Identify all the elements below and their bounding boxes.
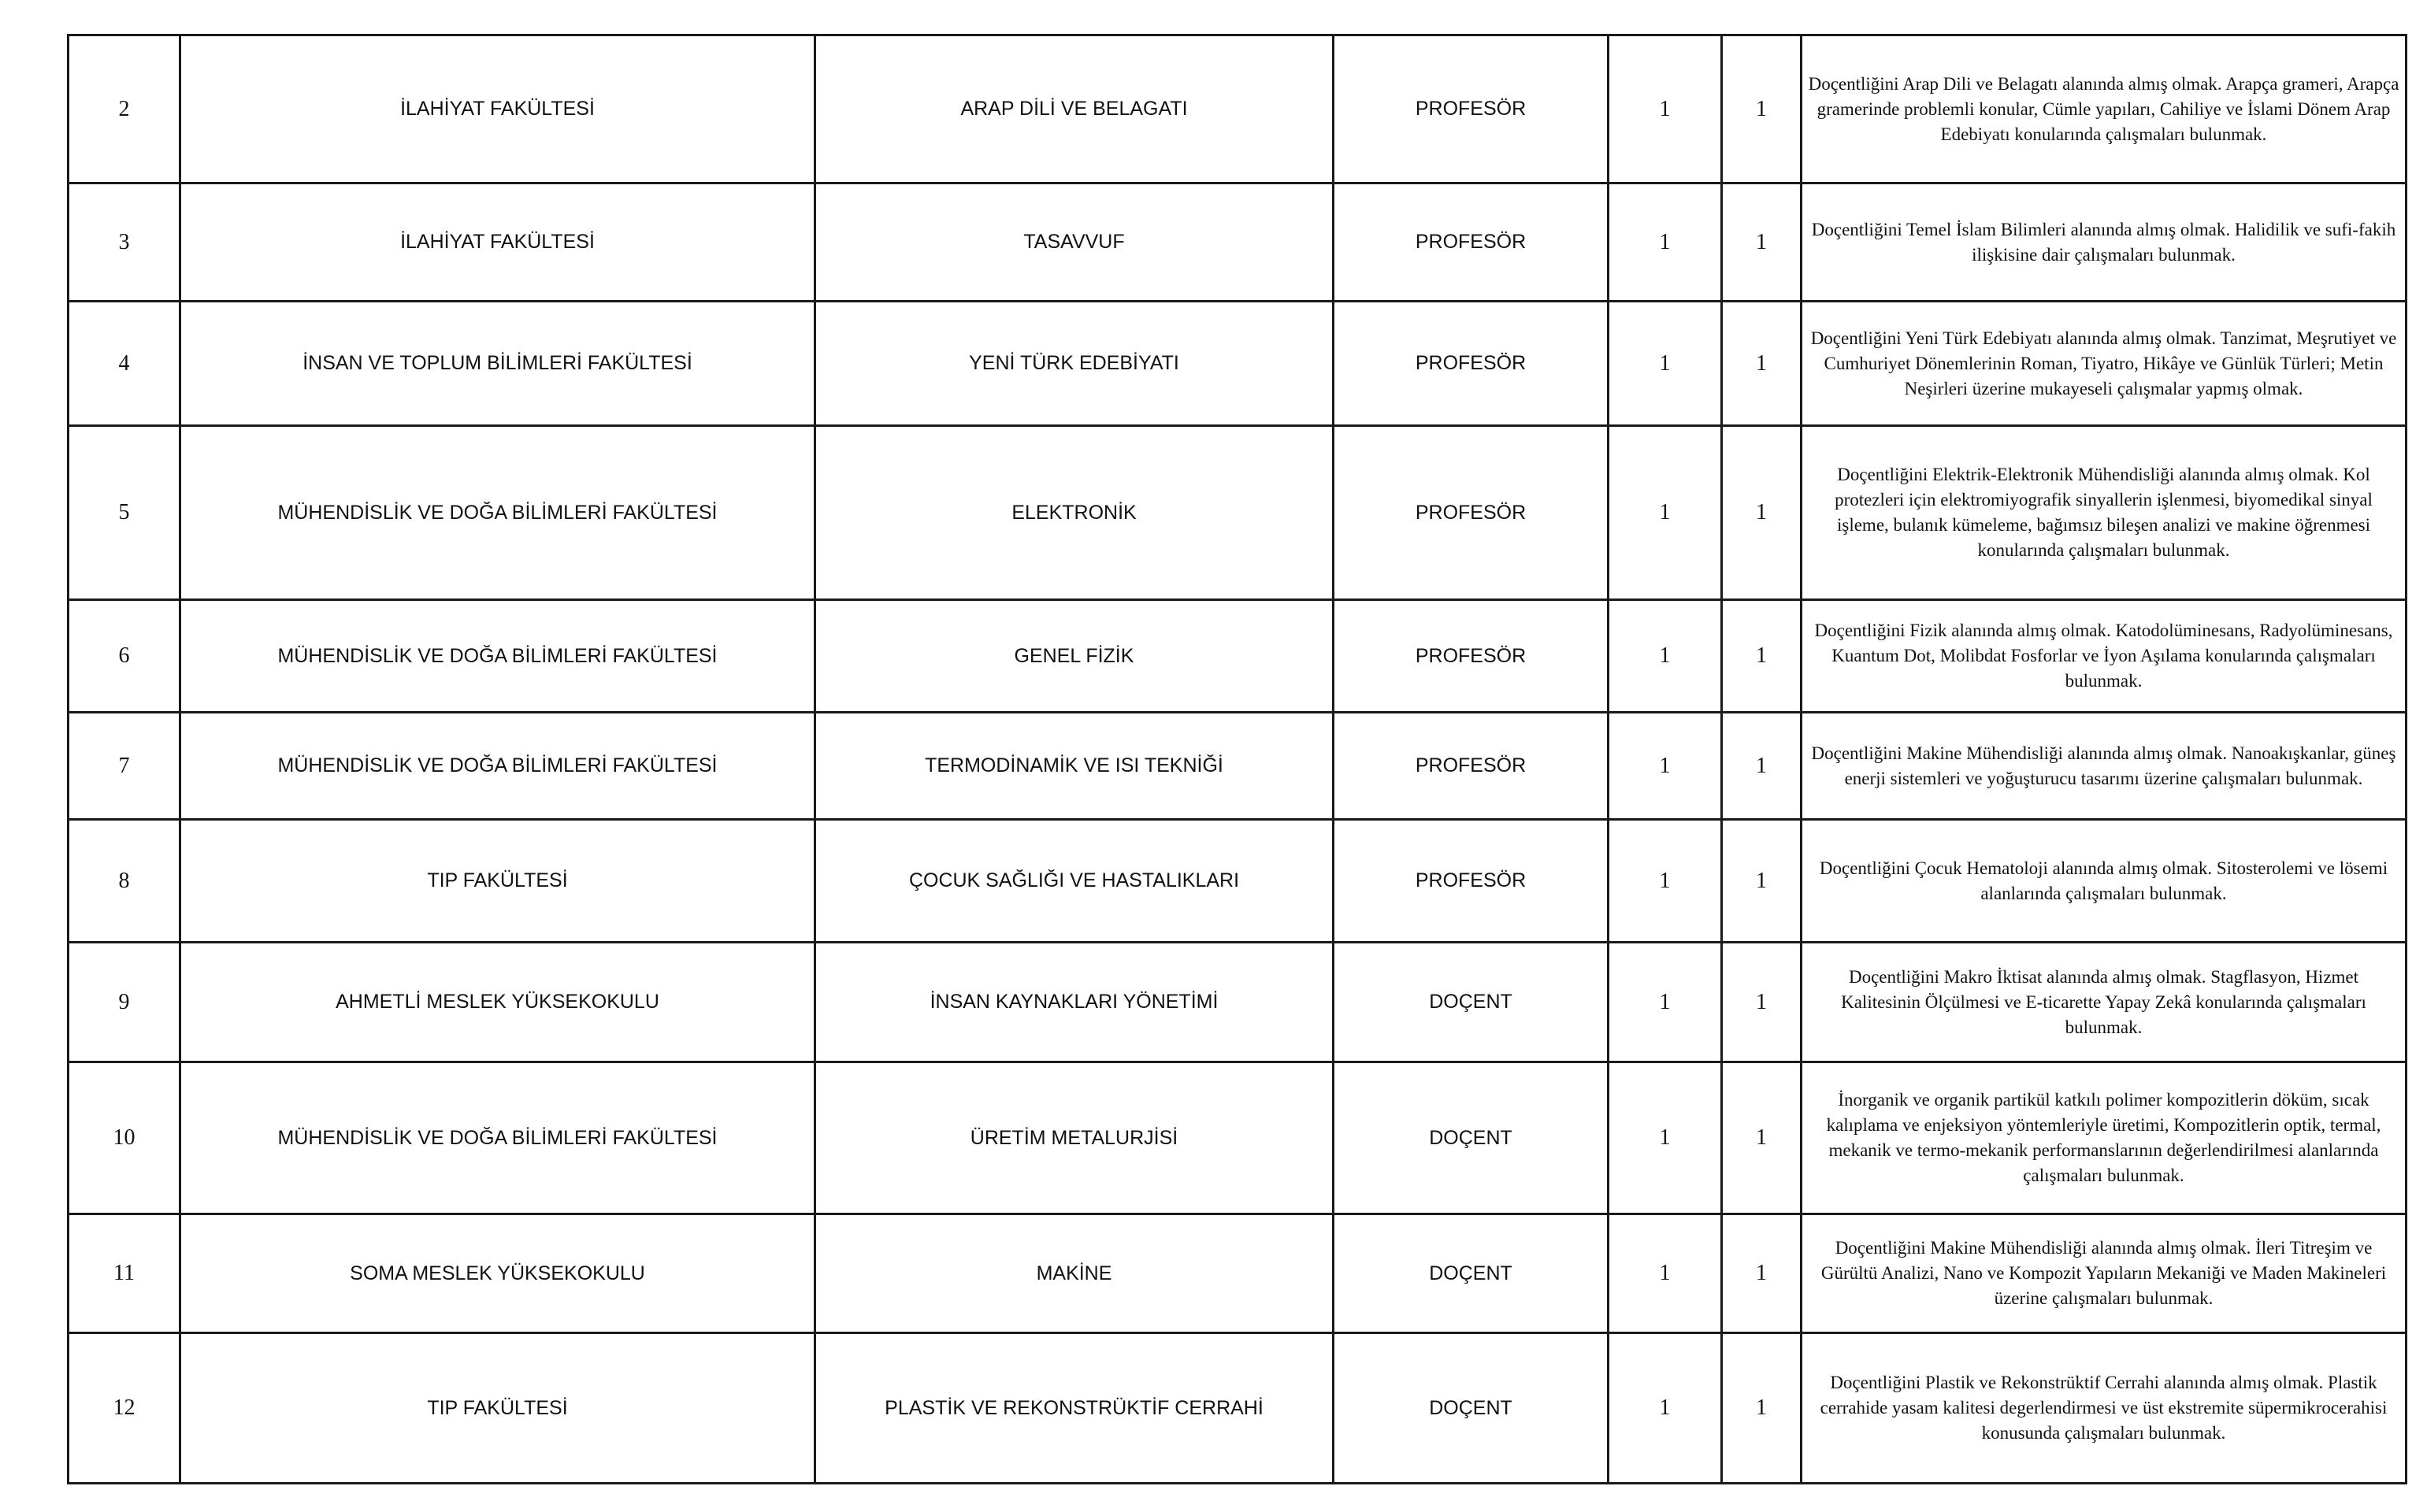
row-number: 9 — [67, 941, 181, 1063]
position-count: 1 — [1607, 1332, 1723, 1484]
position-count-2: 1 — [1720, 711, 1802, 821]
position-count: 1 — [1607, 711, 1723, 821]
table-row: 5 MÜHENDİSLİK VE DOĞA BİLİMLERİ FAKÜLTESİ… — [67, 424, 2407, 601]
faculty-name: MÜHENDİSLİK VE DOĞA BİLİMLERİ FAKÜLTESİ — [179, 424, 816, 601]
requirement-text: Doçentliğini Fizik alanında almış olmak.… — [1800, 598, 2407, 713]
position-count-2: 1 — [1720, 1213, 1802, 1334]
position-count: 1 — [1607, 598, 1723, 713]
academic-title: PROFESÖR — [1332, 34, 1609, 184]
position-count-2: 1 — [1720, 424, 1802, 601]
faculty-name: MÜHENDİSLİK VE DOĞA BİLİMLERİ FAKÜLTESİ — [179, 1061, 816, 1215]
requirement-text: Doçentliğini Plastik ve Rekonstrüktif Ce… — [1800, 1332, 2407, 1484]
department-name: ÜRETİM METALURJİSİ — [814, 1061, 1334, 1215]
requirement-text: Doçentliğini Makine Mühendisliği alanınd… — [1800, 711, 2407, 821]
row-number: 4 — [67, 300, 181, 427]
table-row: 9 AHMETLİ MESLEK YÜKSEKOKULU İNSAN KAYNAKL… — [67, 941, 2407, 1063]
position-count-2: 1 — [1720, 182, 1802, 302]
table-row: 12 TIP FAKÜLTESİ PLASTİK VE REKONSTRÜKTİF … — [67, 1332, 2407, 1484]
position-count: 1 — [1607, 1213, 1723, 1334]
row-number: 11 — [67, 1213, 181, 1334]
position-count-2: 1 — [1720, 300, 1802, 427]
faculty-name: İLAHİYAT FAKÜLTESİ — [179, 34, 816, 184]
position-count: 1 — [1607, 941, 1723, 1063]
faculty-name: AHMETLİ MESLEK YÜKSEKOKULU — [179, 941, 816, 1063]
position-count-2: 1 — [1720, 1061, 1802, 1215]
positions-table: 2 İLAHİYAT FAKÜLTESİ ARAP DİLİ VE BELAGATI… — [67, 34, 2407, 1484]
position-count: 1 — [1607, 1061, 1723, 1215]
position-count-2: 1 — [1720, 1332, 1802, 1484]
position-count: 1 — [1607, 300, 1723, 427]
faculty-name: MÜHENDİSLİK VE DOĞA BİLİMLERİ FAKÜLTESİ — [179, 711, 816, 821]
academic-title: DOÇENT — [1332, 1061, 1609, 1215]
row-number: 5 — [67, 424, 181, 601]
faculty-name: SOMA MESLEK YÜKSEKOKULU — [179, 1213, 816, 1334]
department-name: ELEKTRONİK — [814, 424, 1334, 601]
academic-title: PROFESÖR — [1332, 182, 1609, 302]
faculty-name: İLAHİYAT FAKÜLTESİ — [179, 182, 816, 302]
row-number: 8 — [67, 818, 181, 943]
requirement-text: Doçentliğini Makro İktisat alanında almı… — [1800, 941, 2407, 1063]
table-row: 6 MÜHENDİSLİK VE DOĞA BİLİMLERİ FAKÜLTESİ… — [67, 598, 2407, 713]
academic-title: PROFESÖR — [1332, 424, 1609, 601]
faculty-name: TIP FAKÜLTESİ — [179, 818, 816, 943]
row-number: 10 — [67, 1061, 181, 1215]
position-count: 1 — [1607, 34, 1723, 184]
position-count: 1 — [1607, 818, 1723, 943]
position-count: 1 — [1607, 182, 1723, 302]
position-count-2: 1 — [1720, 34, 1802, 184]
position-count: 1 — [1607, 424, 1723, 601]
table-row: 3 İLAHİYAT FAKÜLTESİ TASAVVUF PROFESÖR 1 1 Doç… — [67, 182, 2407, 302]
academic-title: PROFESÖR — [1332, 818, 1609, 943]
table-row: 2 İLAHİYAT FAKÜLTESİ ARAP DİLİ VE BELAGATI… — [67, 34, 2407, 184]
requirement-text: Doçentliğini Çocuk Hematoloji alanında a… — [1800, 818, 2407, 943]
department-name: TASAVVUF — [814, 182, 1334, 302]
department-name: YENİ TÜRK EDEBİYATI — [814, 300, 1334, 427]
department-name: ARAP DİLİ VE BELAGATI — [814, 34, 1334, 184]
position-count-2: 1 — [1720, 941, 1802, 1063]
table-row: 7 MÜHENDİSLİK VE DOĞA BİLİMLERİ FAKÜLTESİ… — [67, 711, 2407, 821]
table-row: 11 SOMA MESLEK YÜKSEKOKULU MAKİNE DOÇENT 1 1 D… — [67, 1213, 2407, 1334]
requirement-text: Doçentliğini Arap Dili ve Belagatı alanı… — [1800, 34, 2407, 184]
academic-title: DOÇENT — [1332, 1332, 1609, 1484]
academic-title: PROFESÖR — [1332, 598, 1609, 713]
row-number: 12 — [67, 1332, 181, 1484]
academic-title: DOÇENT — [1332, 941, 1609, 1063]
department-name: TERMODİNAMİK VE ISI TEKNİĞİ — [814, 711, 1334, 821]
table-row: 8 TIP FAKÜLTESİ ÇOCUK SAĞLIĞI VE HASTALIKL… — [67, 818, 2407, 943]
requirement-text: İnorganik ve organik partikül katkılı po… — [1800, 1061, 2407, 1215]
academic-title: PROFESÖR — [1332, 300, 1609, 427]
faculty-name: İNSAN VE TOPLUM BİLİMLERİ FAKÜLTESİ — [179, 300, 816, 427]
academic-title: DOÇENT — [1332, 1213, 1609, 1334]
department-name: PLASTİK VE REKONSTRÜKTİF CERRAHİ — [814, 1332, 1334, 1484]
department-name: ÇOCUK SAĞLIĞI VE HASTALIKLARI — [814, 818, 1334, 943]
requirement-text: Doçentliğini Makine Mühendisliği alanınd… — [1800, 1213, 2407, 1334]
row-number: 2 — [67, 34, 181, 184]
academic-title: PROFESÖR — [1332, 711, 1609, 821]
requirement-text: Doçentliğini Yeni Türk Edebiyatı alanınd… — [1800, 300, 2407, 427]
table-row: 4 İNSAN VE TOPLUM BİLİMLERİ FAKÜLTESİ YENİ… — [67, 300, 2407, 427]
faculty-name: MÜHENDİSLİK VE DOĞA BİLİMLERİ FAKÜLTESİ — [179, 598, 816, 713]
table-row: 10 MÜHENDİSLİK VE DOĞA BİLİMLERİ FAKÜLTES… — [67, 1061, 2407, 1215]
row-number: 3 — [67, 182, 181, 302]
position-count-2: 1 — [1720, 818, 1802, 943]
requirement-text: Doçentliğini Elektrik-Elektronik Mühendi… — [1800, 424, 2407, 601]
requirement-text: Doçentliğini Temel İslam Bilimleri alanı… — [1800, 182, 2407, 302]
department-name: İNSAN KAYNAKLARI YÖNETİMİ — [814, 941, 1334, 1063]
row-number: 7 — [67, 711, 181, 821]
position-count-2: 1 — [1720, 598, 1802, 713]
department-name: GENEL FİZİK — [814, 598, 1334, 713]
department-name: MAKİNE — [814, 1213, 1334, 1334]
row-number: 6 — [67, 598, 181, 713]
faculty-name: TIP FAKÜLTESİ — [179, 1332, 816, 1484]
